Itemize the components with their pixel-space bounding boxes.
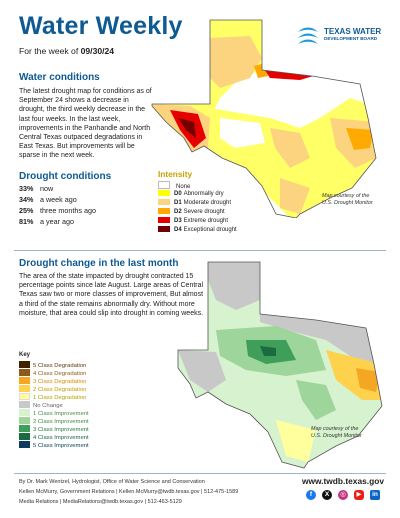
key-swatch: [19, 441, 30, 448]
intensity-legend-item: None: [158, 181, 190, 190]
week-date: 09/30/24: [80, 46, 115, 56]
intensity-legend-title: Intensity: [158, 169, 193, 179]
map-credit: Map courtesy of the U.S. Drought Monitor: [322, 193, 373, 206]
drought-change-text: The area of the state impacted by drough…: [19, 273, 204, 317]
intensity-legend-item: D1 Moderate drought: [158, 199, 231, 207]
key-swatch: [19, 393, 30, 400]
key-swatch: [19, 401, 30, 408]
change-key-item: 1 Class Degradation: [19, 393, 86, 402]
drought-stat-row: 33% now: [19, 184, 54, 193]
legend-swatch: [158, 217, 170, 223]
linkedin-icon[interactable]: in: [370, 490, 380, 500]
change-key-item: 3 Class Degradation: [19, 377, 86, 386]
change-key-item: 5 Class Improvement: [19, 441, 89, 450]
week-subtitle: For the week of 09/30/24: [19, 46, 115, 56]
page-title: Water Weekly: [19, 12, 183, 40]
intensity-legend-item: D0 Abnormally dry: [158, 190, 224, 198]
change-key-item: 1 Class Improvement: [19, 409, 89, 418]
intensity-legend-item: D2 Severe drought: [158, 208, 225, 216]
water-conditions-text: The latest drought map for conditions as…: [19, 88, 152, 160]
key-swatch: [19, 409, 30, 416]
change-key-item: No Change: [19, 401, 63, 410]
contact-media-relations: Media Relations | MediaRelations@twdb.te…: [19, 499, 182, 505]
drought-conditions-heading: Drought conditions: [19, 171, 112, 182]
key-swatch: [19, 361, 30, 368]
change-map-credit: Map courtesy of the U.S. Drought Monitor: [311, 426, 362, 439]
key-swatch: [19, 417, 30, 424]
website-link[interactable]: www.twdb.texas.gov: [301, 476, 384, 486]
instagram-icon[interactable]: ◎: [338, 490, 348, 500]
change-key-title: Key: [19, 352, 31, 358]
water-conditions-heading: Water conditions: [19, 72, 100, 83]
twdb-logo: [298, 27, 318, 44]
change-key-item: 4 Class Degradation: [19, 369, 86, 378]
drought-stat-row: 34% a week ago: [19, 195, 77, 204]
drought-intensity-map: [151, 19, 377, 218]
key-swatch: [19, 385, 30, 392]
logo-text: TEXAS WATER DEVELOPMENT BOARD: [324, 27, 382, 42]
change-key-item: 2 Class Degradation: [19, 385, 86, 394]
author-credit: By Dr. Mark Wentzel, Hydrologist, Office…: [19, 479, 205, 485]
change-key-item: 5 Class Degradation: [19, 361, 86, 370]
drought-stat-row: 25% three months ago: [19, 206, 96, 215]
legend-swatch: [158, 226, 170, 232]
key-swatch: [19, 377, 30, 384]
key-swatch: [19, 369, 30, 376]
x-icon[interactable]: X: [322, 490, 332, 500]
legend-swatch: [158, 190, 170, 196]
drought-stat-row: 81% a year ago: [19, 217, 74, 226]
youtube-icon[interactable]: ▶: [354, 490, 364, 500]
legend-swatch: [158, 208, 170, 214]
legend-swatch: [158, 181, 170, 189]
change-key-item: 2 Class Improvement: [19, 417, 89, 426]
footer-divider: [14, 473, 386, 474]
legend-swatch: [158, 199, 170, 205]
change-key-item: 3 Class Improvement: [19, 425, 89, 434]
change-key-item: 4 Class Improvement: [19, 433, 89, 442]
drought-change-map: [177, 261, 383, 469]
key-swatch: [19, 433, 30, 440]
intensity-legend-item: D4 Exceptional drought: [158, 226, 237, 234]
key-swatch: [19, 425, 30, 432]
contact-government-relations: Kellen McMurry, Government Relations | K…: [19, 489, 239, 495]
intensity-legend-item: D3 Extreme drought: [158, 217, 228, 225]
facebook-icon[interactable]: f: [306, 490, 316, 500]
drought-change-heading: Drought change in the last month: [19, 258, 179, 269]
section-divider: [14, 250, 386, 251]
